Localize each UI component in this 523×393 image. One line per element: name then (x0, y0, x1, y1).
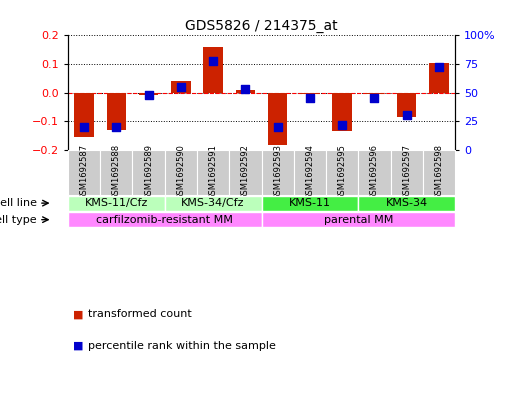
Point (274, 124, 282, 130)
Text: GSM1692598: GSM1692598 (435, 144, 444, 200)
Text: GSM1692590: GSM1692590 (176, 144, 185, 200)
Bar (429, 62, 449, 92)
Text: carfilzomib-resistant MM: carfilzomib-resistant MM (96, 215, 233, 225)
Bar (268, 92, 287, 145)
Bar (365, 92, 384, 94)
Text: GSM1692588: GSM1692588 (112, 144, 121, 200)
Text: GSM1692597: GSM1692597 (402, 144, 411, 200)
Bar (165, 150, 197, 195)
Text: GSM1692591: GSM1692591 (209, 144, 218, 200)
Bar (165, 196, 262, 211)
Text: GSM1692587: GSM1692587 (79, 144, 88, 200)
Point (305, 95, 314, 101)
Point (209, 57, 218, 64)
Point (241, 86, 249, 92)
Bar (294, 150, 326, 195)
Bar (68, 150, 100, 195)
Point (144, 92, 153, 98)
Bar (68, 196, 165, 211)
Bar (229, 150, 262, 195)
Bar (262, 150, 294, 195)
Text: KMS-34/Cfz: KMS-34/Cfz (181, 198, 245, 208)
Text: transformed count: transformed count (88, 309, 191, 320)
Text: GSM1692589: GSM1692589 (144, 144, 153, 200)
Bar (68, 212, 262, 227)
Text: GSM1692594: GSM1692594 (305, 144, 314, 200)
Point (435, 64, 443, 70)
Text: cell line: cell line (0, 198, 37, 208)
Bar (391, 150, 423, 195)
Bar (262, 212, 455, 227)
Text: GSM1692592: GSM1692592 (241, 144, 250, 200)
Text: GSM1692593: GSM1692593 (273, 144, 282, 200)
Text: GSM1692596: GSM1692596 (370, 144, 379, 200)
Bar (423, 150, 455, 195)
Bar (236, 90, 255, 92)
Bar (100, 150, 132, 195)
Bar (171, 81, 190, 92)
Text: ■: ■ (73, 309, 84, 320)
Bar (358, 196, 455, 211)
Bar (326, 150, 358, 195)
Bar (132, 150, 165, 195)
Bar (397, 92, 416, 117)
Bar (358, 150, 391, 195)
Point (403, 112, 411, 119)
Title: GDS5826 / 214375_at: GDS5826 / 214375_at (185, 19, 338, 33)
Text: percentile rank within the sample: percentile rank within the sample (88, 341, 276, 351)
Text: KMS-11: KMS-11 (289, 198, 331, 208)
Text: cell type: cell type (0, 215, 37, 225)
Point (112, 124, 120, 130)
Point (80, 124, 88, 130)
Bar (203, 47, 223, 92)
Bar (107, 92, 126, 130)
Bar (262, 196, 358, 211)
Text: KMS-11/Cfz: KMS-11/Cfz (85, 198, 148, 208)
Bar (300, 92, 320, 94)
Text: GSM1692595: GSM1692595 (338, 144, 347, 200)
Text: parental MM: parental MM (324, 215, 393, 225)
Point (177, 84, 185, 90)
Bar (139, 92, 158, 95)
Bar (333, 92, 352, 131)
Point (338, 121, 346, 128)
Bar (197, 150, 229, 195)
Point (370, 95, 379, 101)
Text: ■: ■ (73, 341, 84, 351)
Bar (74, 92, 94, 137)
Text: KMS-34: KMS-34 (385, 198, 428, 208)
